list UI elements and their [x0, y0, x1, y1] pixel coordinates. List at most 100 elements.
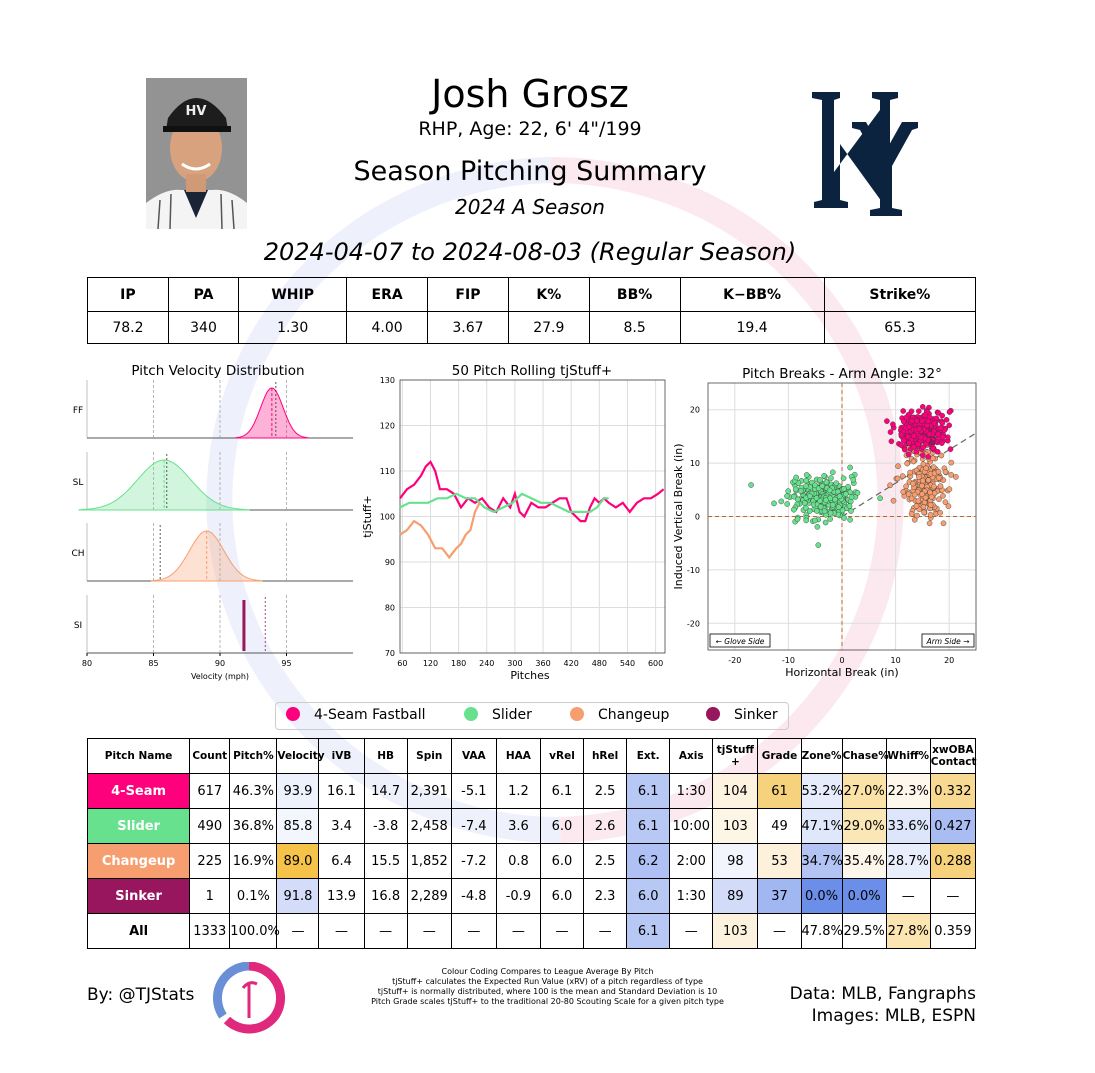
break-point — [814, 523, 821, 530]
break-point — [919, 482, 925, 489]
break-point — [934, 449, 941, 455]
break-point — [792, 486, 799, 493]
legend-label: Sinker — [734, 707, 778, 723]
break-point — [899, 473, 906, 479]
row-label: SL — [73, 478, 84, 488]
pitch-table-cell: 16.9% — [229, 843, 278, 879]
break-point — [900, 489, 907, 495]
y-axis-label: Induced Vertical Break (in) — [672, 444, 685, 590]
x-tick-label: 120 — [423, 659, 438, 668]
pitch-table-cell: 89 — [712, 878, 759, 914]
stat-header: K−BB% — [679, 277, 825, 312]
break-point — [927, 502, 934, 508]
break-point — [935, 410, 942, 416]
pitch-table-cell: — — [929, 878, 977, 914]
break-point — [910, 480, 916, 487]
break-point — [920, 444, 926, 451]
break-point — [817, 498, 823, 504]
pitch-table-cell: 0.0% — [800, 878, 843, 914]
break-point — [920, 504, 927, 510]
x-tick-label: -10 — [782, 656, 795, 665]
pitch-table-cell: 53.2% — [800, 773, 843, 809]
break-point — [771, 500, 777, 507]
break-point — [904, 434, 911, 440]
break-point — [829, 469, 836, 476]
break-point — [944, 434, 951, 440]
break-point — [906, 424, 913, 430]
stat-value: 1.30 — [238, 311, 348, 344]
break-point — [887, 429, 894, 435]
y-tick-label: 10 — [690, 459, 700, 468]
break-point — [914, 512, 920, 519]
pitch-table-row: Changeup 225 16.9% 89.0 6.4 15.5 1,852 -7.2 0.8 6… — [86, 843, 977, 879]
pitch-table-header: xwOBA Contact — [929, 738, 977, 774]
break-point — [903, 483, 909, 490]
break-point — [939, 412, 946, 419]
break-point — [921, 509, 927, 516]
date-range: 2024-04-07 to 2024-08-03 (Regular Season… — [263, 238, 797, 266]
pitch-table-cell: 2:00 — [669, 843, 714, 879]
footer-note: Colour Coding Compares to League Average… — [441, 967, 654, 976]
pitch-table-cell: 37 — [757, 878, 802, 914]
pitch-table-cell: 1 — [189, 878, 231, 914]
pitch-table-cell: 2.5 — [583, 773, 628, 809]
break-point — [905, 491, 912, 497]
pitch-table-cell: 0.0% — [841, 878, 887, 914]
break-point — [802, 504, 809, 511]
stat-header: WHIP — [238, 277, 348, 312]
break-point — [930, 464, 937, 470]
break-point — [900, 437, 907, 444]
pitch-table-header: Pitch Name — [86, 738, 191, 774]
break-point — [925, 477, 932, 483]
break-point — [923, 465, 929, 471]
break-point — [939, 420, 946, 426]
stat-value: 27.9 — [507, 311, 590, 344]
x-tick-label: 0 — [839, 656, 844, 665]
legend-dot — [286, 707, 300, 721]
break-point — [908, 511, 915, 517]
new-york-yankees-logo — [812, 92, 918, 216]
pitch-table-cell: 93.9 — [276, 773, 320, 809]
pitch-table-cell: 15.5 — [363, 843, 408, 879]
break-point — [900, 418, 907, 425]
pitch-table-cell: 46.3% — [229, 773, 278, 809]
break-point — [877, 495, 883, 501]
pitch-table-cell: 2,391 — [406, 773, 452, 809]
break-point — [911, 491, 918, 498]
break-point — [940, 520, 947, 527]
pitch-table-header: Pitch% — [229, 738, 278, 774]
pitch-table-cell: 16.8 — [363, 878, 408, 914]
velocity-chart-title: Pitch Velocity Distribution — [131, 363, 304, 379]
break-point — [811, 517, 818, 524]
pitch-table-cell: 2,289 — [406, 878, 452, 914]
break-point — [813, 508, 820, 514]
break-point — [922, 412, 929, 418]
pitch-table-cell: 16.1 — [318, 773, 365, 809]
break-point — [748, 482, 754, 488]
pitch-table-cell: 0.359 — [929, 913, 977, 949]
pitch-table-cell: 61 — [757, 773, 802, 809]
pitch-table-cell: — — [495, 913, 541, 949]
break-point — [791, 506, 797, 513]
pitch-table-cell: 6.0 — [539, 843, 585, 879]
pitch-table-cell: 3.6 — [495, 808, 541, 844]
x-tick-label: 10 — [891, 656, 901, 665]
pitch-table-header: tjStuff + — [712, 738, 759, 774]
break-point — [942, 469, 949, 475]
break-point — [836, 493, 843, 500]
pitch-table-cell: 2,458 — [406, 808, 452, 844]
pitch-table-cell: 27.8% — [885, 913, 931, 949]
footer-note: tjStuff+ is normally distributed, where … — [377, 987, 718, 996]
break-point — [904, 460, 910, 467]
break-point — [848, 494, 855, 500]
stat-header: ERA — [346, 277, 429, 312]
break-point — [943, 417, 950, 423]
break-point — [888, 438, 895, 445]
pitch-table-cell: — — [363, 913, 408, 949]
legend-label: 4-Seam Fastball — [314, 707, 426, 723]
pitch-table-cell: -3.8 — [363, 808, 408, 844]
break-point — [940, 492, 946, 499]
y-tick-label: 70 — [385, 649, 395, 658]
x-axis-label: Pitches — [510, 669, 550, 682]
pitch-table-header: HB — [363, 738, 408, 774]
